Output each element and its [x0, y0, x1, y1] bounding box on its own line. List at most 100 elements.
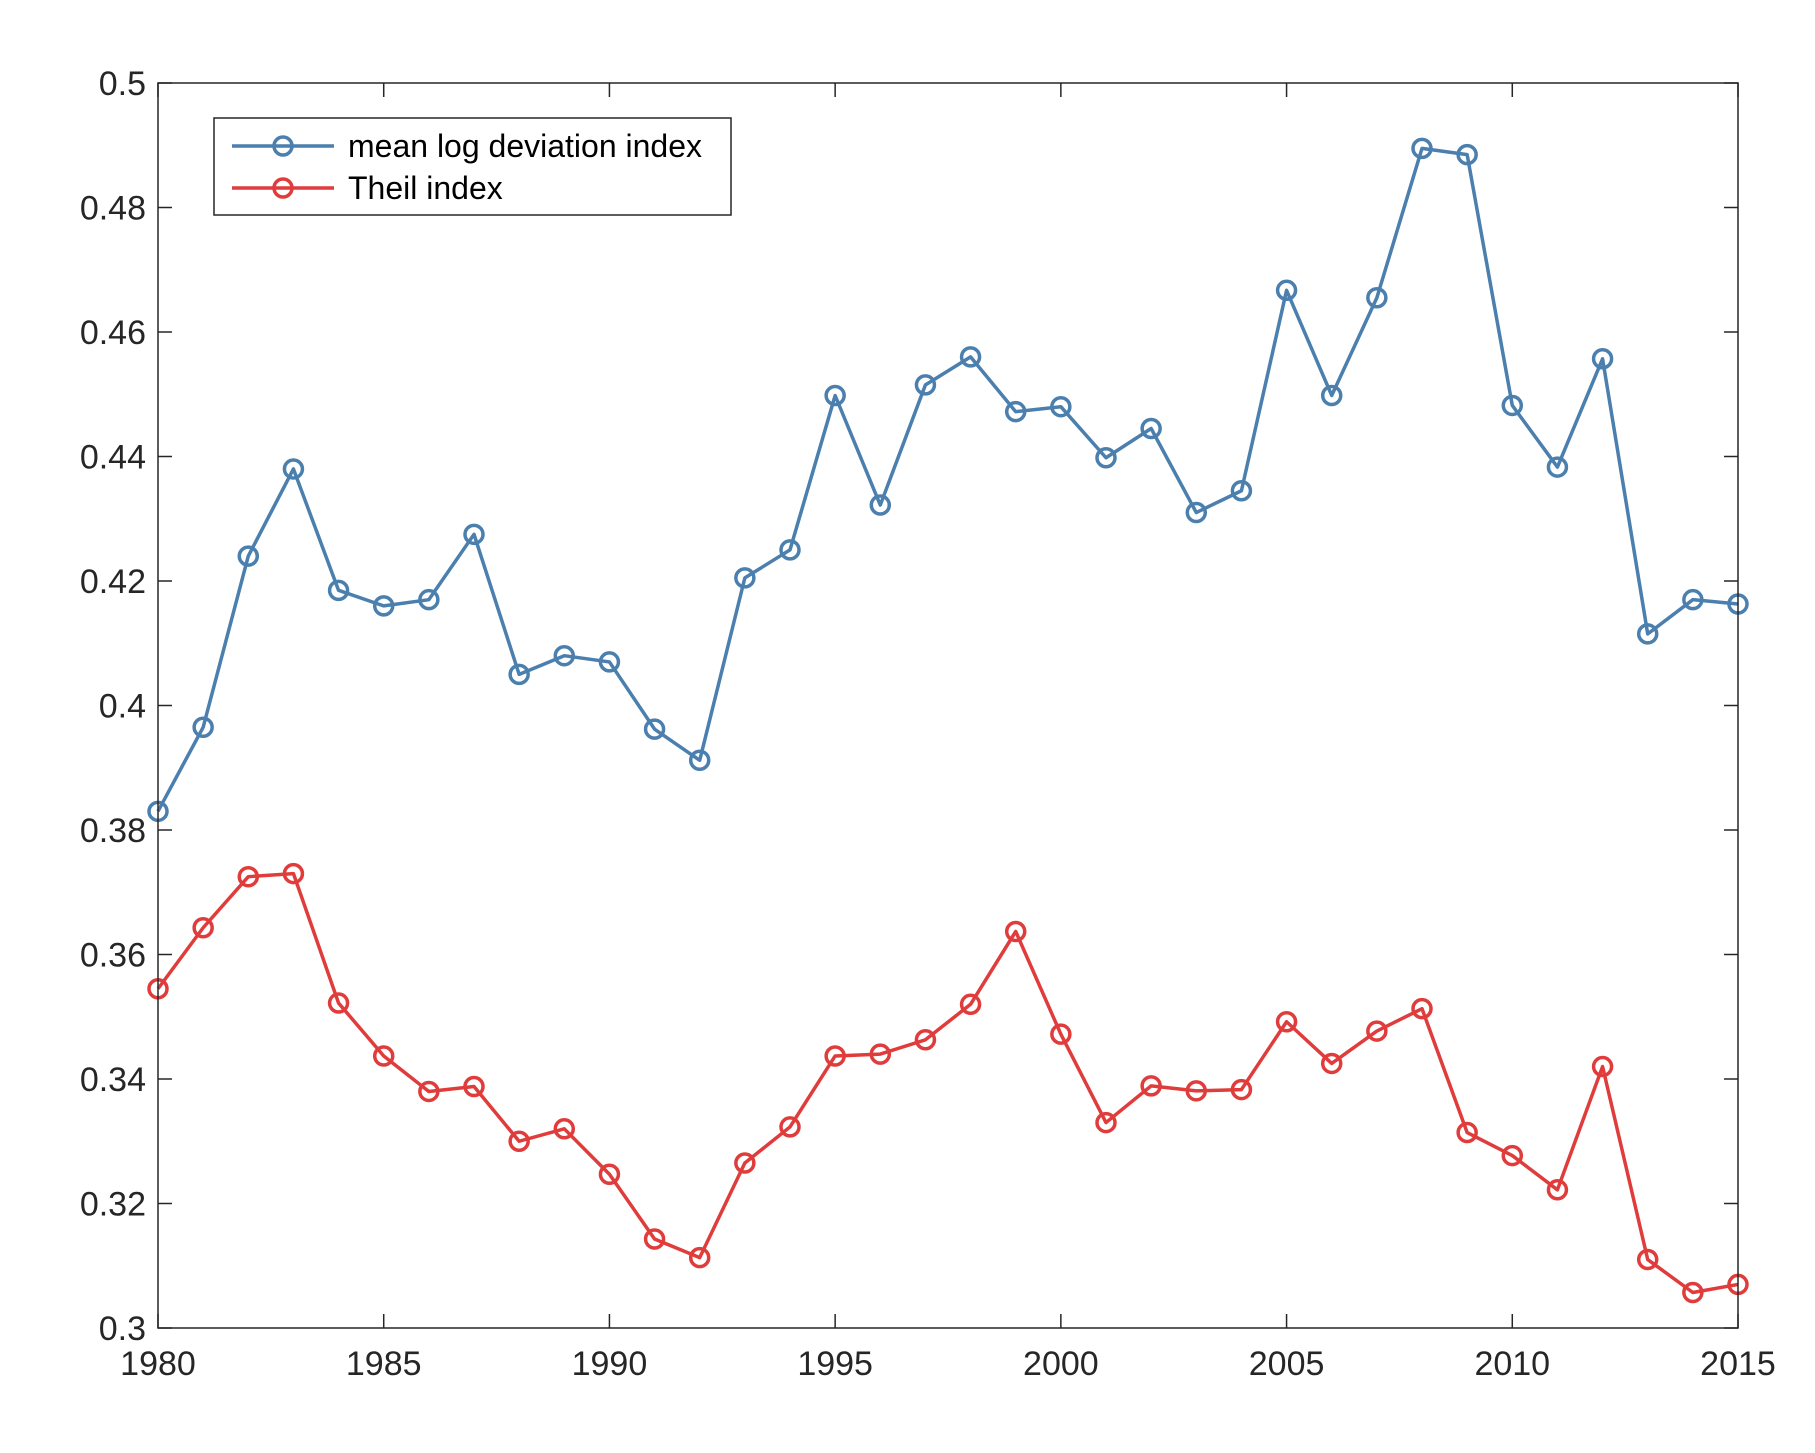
data-point-theil-index: [1591, 1055, 1614, 1078]
data-point-theil-index: [959, 993, 982, 1016]
x-tick-label: 1995: [797, 1345, 873, 1383]
data-point-theil-index: [869, 1043, 892, 1065]
data-point-theil-index: [1546, 1179, 1569, 1201]
data-point-mean-log-deviation-index: [1320, 384, 1343, 407]
data-point-mean-log-deviation-index: [1366, 287, 1388, 309]
data-point-theil-index: [1050, 1023, 1072, 1045]
data-point-theil-index: [192, 916, 214, 939]
y-tick-label: 0.46: [80, 314, 146, 352]
data-point-mean-log-deviation-index: [914, 374, 937, 396]
data-point-theil-index: [418, 1080, 440, 1103]
legend-label-mean-log-deviation: mean log deviation index: [348, 128, 702, 164]
data-point-mean-log-deviation-index: [1456, 143, 1478, 166]
y-tick-label: 0.42: [80, 563, 146, 601]
data-point-theil-index: [463, 1075, 485, 1098]
data-point-theil-index: [1230, 1078, 1253, 1101]
data-point-theil-index: [1682, 1281, 1704, 1304]
legend-marker-theil: [272, 177, 294, 199]
data-point-mean-log-deviation-index: [553, 644, 576, 667]
data-point-mean-log-deviation-index: [508, 663, 530, 686]
data-point-theil-index: [508, 1130, 530, 1152]
y-tick-label: 0.48: [80, 190, 146, 228]
data-point-mean-log-deviation-index: [1050, 395, 1072, 418]
data-point-theil-index: [598, 1163, 621, 1185]
data-point-theil-index: [779, 1116, 801, 1138]
data-point-mean-log-deviation-index: [1501, 394, 1524, 417]
data-point-theil-index: [643, 1228, 666, 1250]
y-tick-label: 0.5: [99, 65, 146, 103]
x-tick-label: 2010: [1474, 1345, 1550, 1383]
data-point-mean-log-deviation-index: [237, 545, 260, 567]
y-tick-label: 0.3: [99, 1310, 146, 1348]
data-point-theil-index: [553, 1118, 576, 1140]
y-tick-label: 0.38: [80, 812, 146, 850]
y-tick-label: 0.34: [80, 1061, 146, 1099]
data-point-mean-log-deviation-index: [959, 346, 982, 368]
data-point-mean-log-deviation-index: [1185, 501, 1208, 524]
data-point-mean-log-deviation-index: [282, 458, 305, 480]
data-point-mean-log-deviation-index: [1682, 588, 1704, 611]
data-point-mean-log-deviation-index: [1591, 348, 1614, 370]
data-point-mean-log-deviation-index: [824, 384, 846, 407]
data-point-mean-log-deviation-index: [1230, 479, 1253, 502]
data-point-mean-log-deviation-index: [372, 595, 395, 617]
data-point-theil-index: [1185, 1080, 1208, 1102]
data-point-theil-index: [734, 1152, 756, 1174]
legend-label-theil: Theil index: [348, 170, 503, 206]
data-point-mean-log-deviation-index: [1004, 400, 1027, 423]
data-point-mean-log-deviation-index: [734, 567, 756, 589]
data-point-mean-log-deviation-index: [1636, 623, 1659, 645]
y-tick-label: 0.32: [80, 1186, 146, 1224]
x-tick-label: 1985: [346, 1345, 422, 1383]
data-point-theil-index: [1456, 1121, 1478, 1144]
y-tick-label: 0.44: [80, 439, 146, 477]
data-point-theil-index: [1366, 1020, 1388, 1042]
data-point-mean-log-deviation-index: [463, 523, 485, 546]
plot-area-frame: [157, 82, 1739, 1329]
data-point-theil-index: [372, 1045, 395, 1067]
data-point-mean-log-deviation-index: [688, 749, 711, 772]
legend-marker-mean-log-deviation: [272, 135, 294, 157]
data-point-mean-log-deviation-index: [192, 716, 214, 739]
data-point-mean-log-deviation-index: [869, 494, 892, 516]
data-point-theil-index: [327, 992, 350, 1014]
series-mean-log-deviation-index: [147, 137, 1749, 823]
data-point-mean-log-deviation-index: [1411, 137, 1433, 160]
data-point-theil-index: [1320, 1052, 1343, 1075]
data-point-mean-log-deviation-index: [779, 539, 801, 561]
data-point-mean-log-deviation-index: [1275, 279, 1298, 302]
series-layer: [147, 137, 1749, 1304]
data-point-mean-log-deviation-index: [598, 651, 621, 673]
data-point-theil-index: [824, 1045, 846, 1067]
data-point-theil-index: [1411, 997, 1433, 1020]
x-tick-label: 2005: [1249, 1345, 1325, 1383]
x-tick-label: 2000: [1023, 1345, 1099, 1383]
x-tick-label: 1990: [572, 1345, 648, 1383]
data-point-mean-log-deviation-index: [1140, 417, 1162, 440]
data-point-theil-index: [688, 1246, 711, 1269]
x-tick-label: 2015: [1700, 1345, 1776, 1383]
series-theil-index: [147, 862, 1749, 1304]
data-point-mean-log-deviation-index: [1095, 446, 1117, 469]
data-point-theil-index: [1275, 1010, 1298, 1033]
data-point-mean-log-deviation-index: [643, 718, 666, 740]
data-point-theil-index: [914, 1029, 937, 1051]
data-point-theil-index: [237, 865, 260, 888]
data-point-theil-index: [1636, 1248, 1659, 1271]
data-point-theil-index: [282, 862, 305, 885]
data-point-theil-index: [1004, 920, 1027, 943]
x-tick-label: 1980: [120, 1345, 196, 1383]
y-tick-label: 0.36: [80, 937, 146, 975]
data-point-theil-index: [1095, 1111, 1117, 1134]
tick-labels: 1980 1985 1990 1995 2000 2005 2010 2015 0.3 0.32 0…: [80, 65, 1776, 1383]
legend: mean log deviation index Theil index: [213, 117, 732, 216]
data-point-mean-log-deviation-index: [327, 579, 350, 602]
data-point-mean-log-deviation-index: [1546, 456, 1569, 478]
y-tick-label: 0.4: [99, 688, 146, 726]
data-point-theil-index: [1501, 1144, 1524, 1167]
legend-box: [213, 117, 732, 216]
data-point-theil-index: [1140, 1075, 1162, 1097]
data-point-mean-log-deviation-index: [418, 588, 440, 611]
